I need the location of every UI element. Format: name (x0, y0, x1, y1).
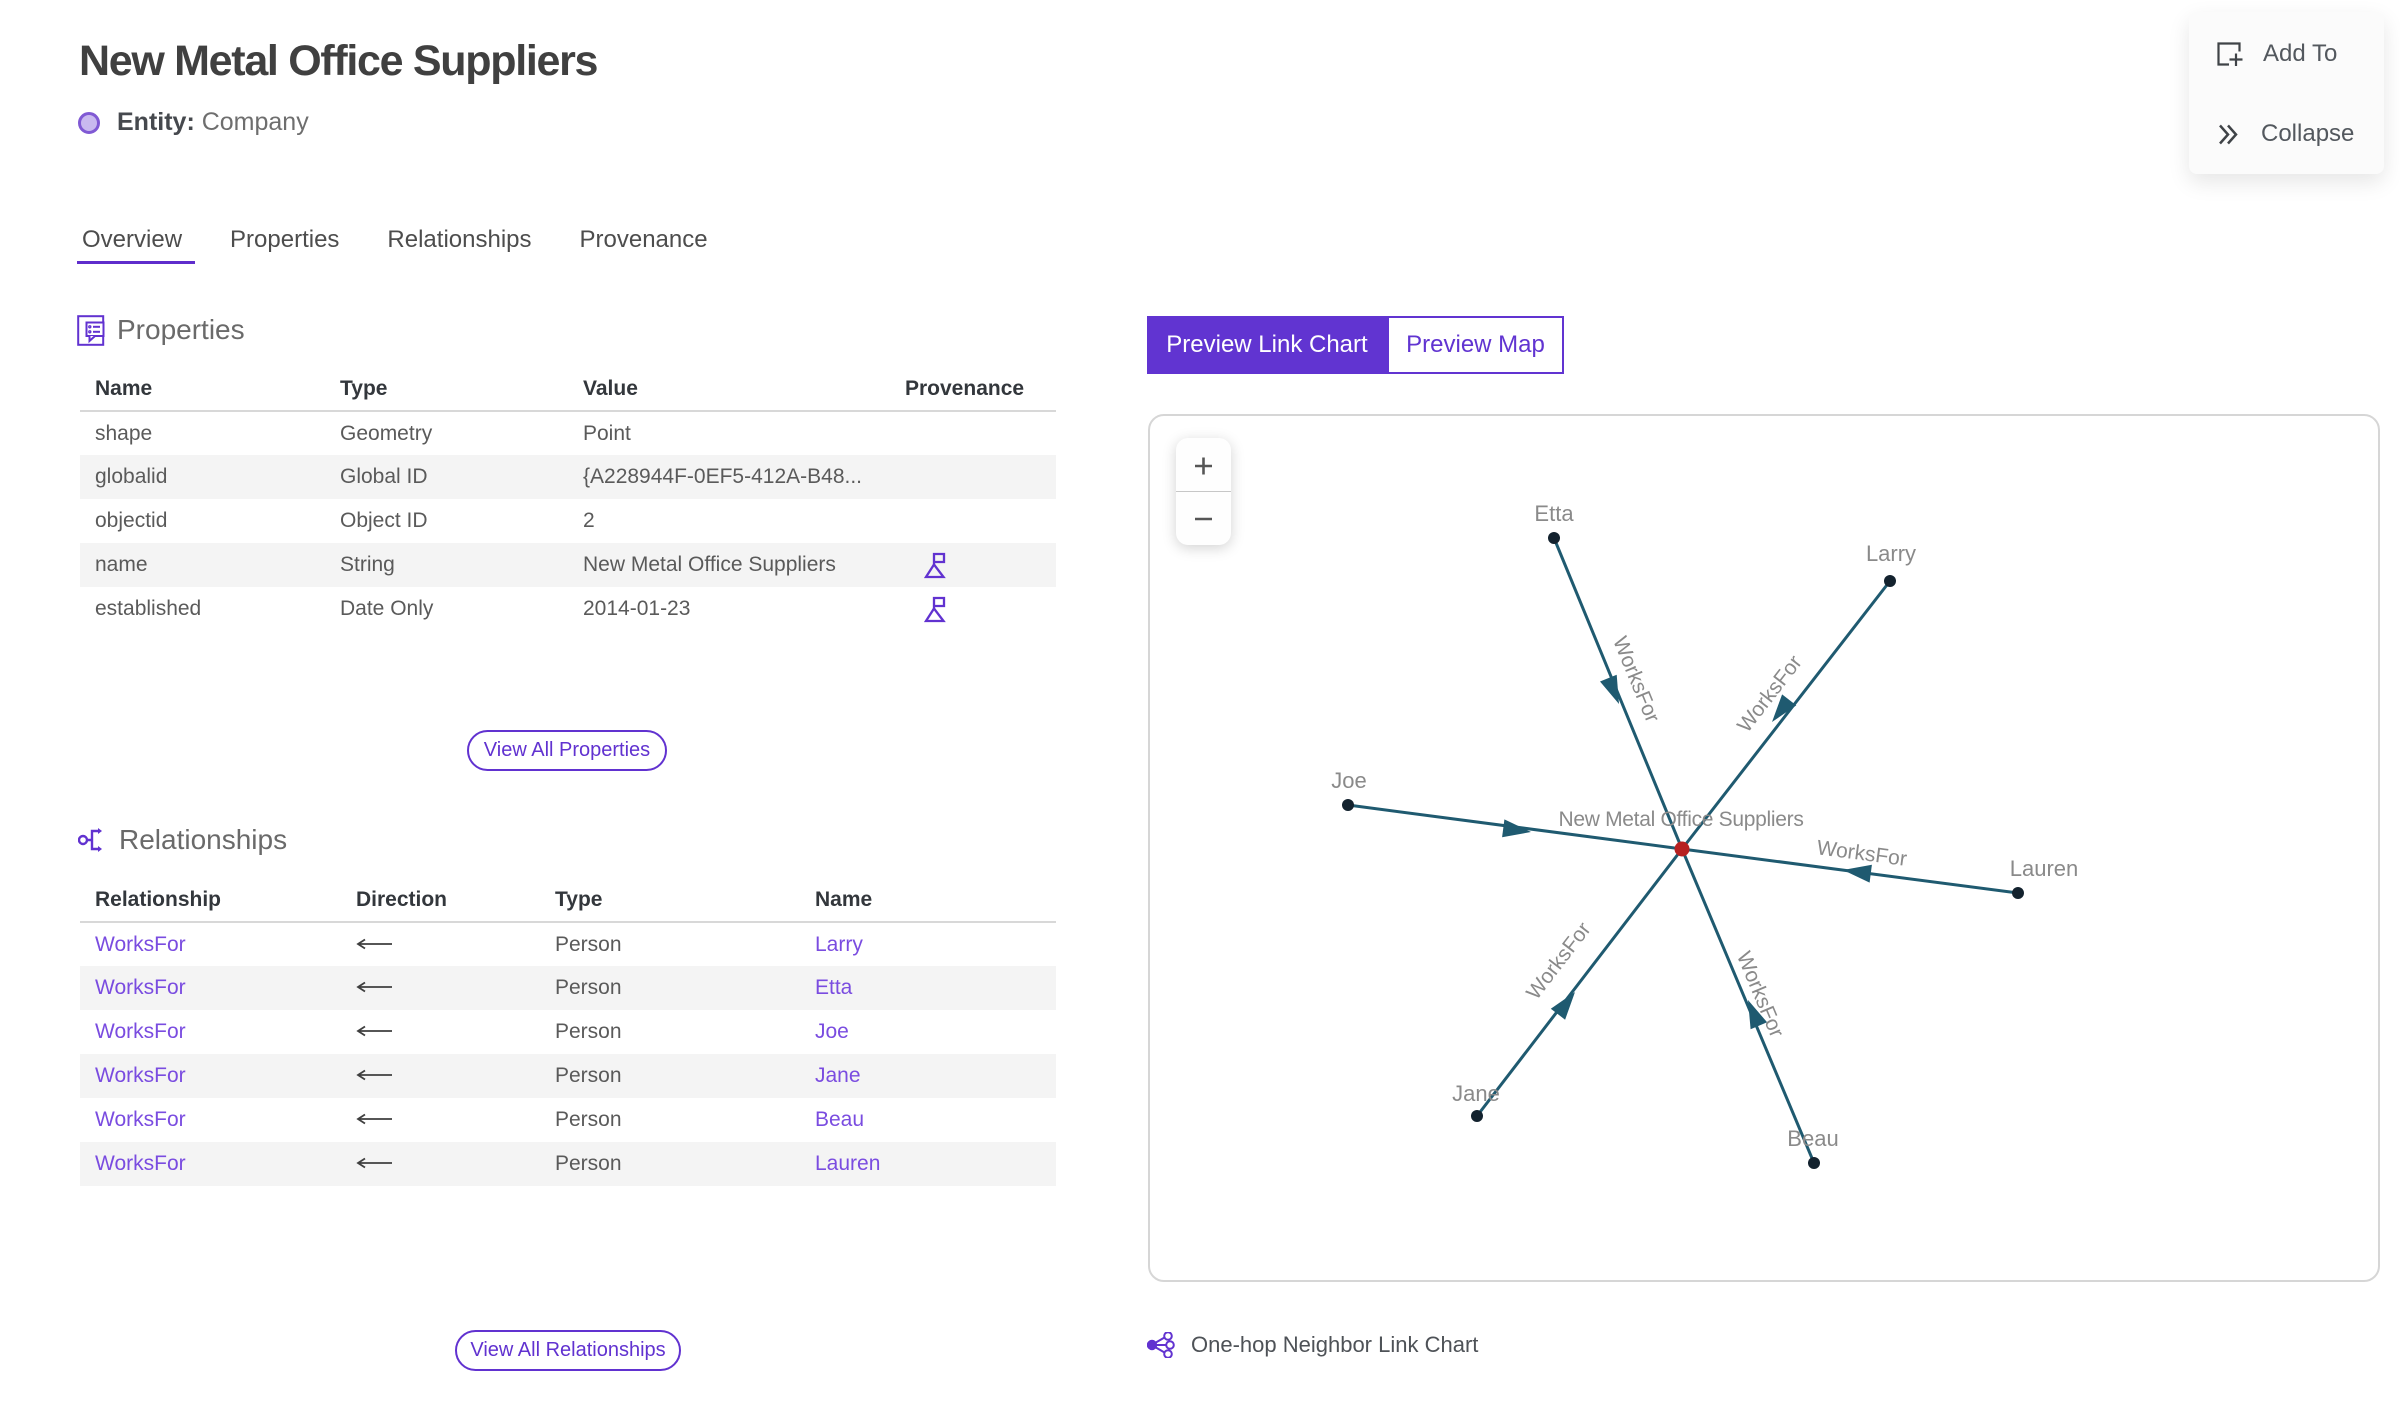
svg-text:Beau: Beau (1787, 1126, 1838, 1151)
svg-text:Joe: Joe (1331, 768, 1366, 793)
svg-text:WorksFor: WorksFor (1733, 651, 1807, 737)
svg-text:WorksFor: WorksFor (1522, 918, 1595, 1004)
svg-text:Jane: Jane (1452, 1081, 1500, 1106)
svg-text:Etta: Etta (1534, 501, 1574, 526)
svg-text:WorksFor: WorksFor (1815, 836, 1908, 871)
svg-text:Larry: Larry (1866, 541, 1916, 566)
svg-text:Lauren: Lauren (2010, 856, 2079, 881)
svg-text:New Metal Office Suppliers: New Metal Office Suppliers (1558, 808, 1803, 831)
svg-text:WorksFor: WorksFor (1732, 948, 1788, 1040)
